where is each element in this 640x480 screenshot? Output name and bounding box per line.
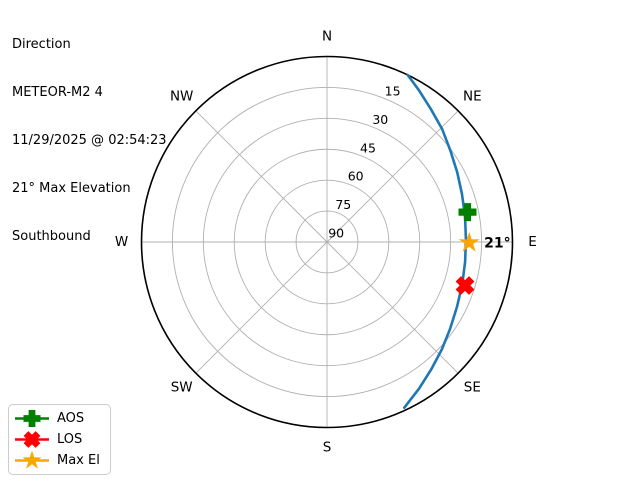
legend-label-aos: AOS	[57, 411, 85, 426]
satellite-pass-track	[403, 73, 468, 409]
max-el-marker-icon	[14, 450, 50, 471]
azimuth-spoke-ne	[326, 110, 459, 243]
legend-label-los: LOS	[57, 432, 83, 447]
elevation-tick-label-15: 15	[385, 84, 401, 99]
compass-label-nw: NW	[170, 89, 193, 105]
elevation-tick-label-90: 90	[328, 225, 344, 240]
horizon-circle	[140, 55, 514, 429]
legend-item-aos: AOS	[14, 408, 100, 429]
legend-star-glyph	[22, 450, 42, 469]
elevation-tick-label-45: 45	[360, 140, 376, 155]
legend-symbol	[15, 410, 49, 427]
compass-label-ne: NE	[463, 89, 482, 105]
max-el-marker	[458, 231, 480, 252]
compass-label-e: E	[528, 234, 537, 250]
elevation-tick-label-30: 30	[372, 112, 388, 127]
legend-item-maxel: Max El	[14, 450, 100, 471]
elevation-tick-label-60: 60	[348, 169, 364, 184]
pass-datetime: 11/29/2025 @ 02:54:23	[12, 133, 167, 148]
compass-label-w: W	[115, 234, 128, 250]
legend-label-maxel: Max El	[57, 453, 100, 468]
legend-symbol	[15, 450, 49, 469]
los-marker-icon	[14, 429, 50, 450]
azimuth-spoke-nw	[195, 110, 328, 243]
legend-x-glyph	[23, 431, 41, 448]
pass-info-block: Direction METEOR-M2 4 11/29/2025 @ 02:54…	[12, 5, 167, 277]
pass-heading: Southbound	[12, 229, 91, 244]
satellite-name: METEOR-M2 4	[12, 85, 103, 100]
legend-plus-glyph	[23, 410, 41, 427]
plot-title: Direction	[12, 37, 71, 52]
compass-label-se: SE	[464, 379, 481, 395]
max-elevation-text: 21° Max Elevation	[12, 181, 131, 196]
los-marker	[455, 276, 475, 295]
compass-label-sw: SW	[171, 379, 193, 395]
azimuth-spoke-se	[326, 241, 459, 374]
azimuth-spoke-sw	[195, 241, 328, 374]
elevation-tick-label-75: 75	[335, 197, 351, 212]
legend-symbol	[15, 431, 49, 448]
max-el-annotation: 21°	[484, 236, 510, 252]
legend-item-los: LOS	[14, 429, 100, 450]
compass-label-n: N	[322, 29, 332, 45]
aos-marker-icon	[14, 408, 50, 429]
aos-marker	[458, 203, 477, 222]
legend: AOS LOS Max El	[8, 404, 111, 475]
compass-label-s: S	[323, 440, 332, 456]
